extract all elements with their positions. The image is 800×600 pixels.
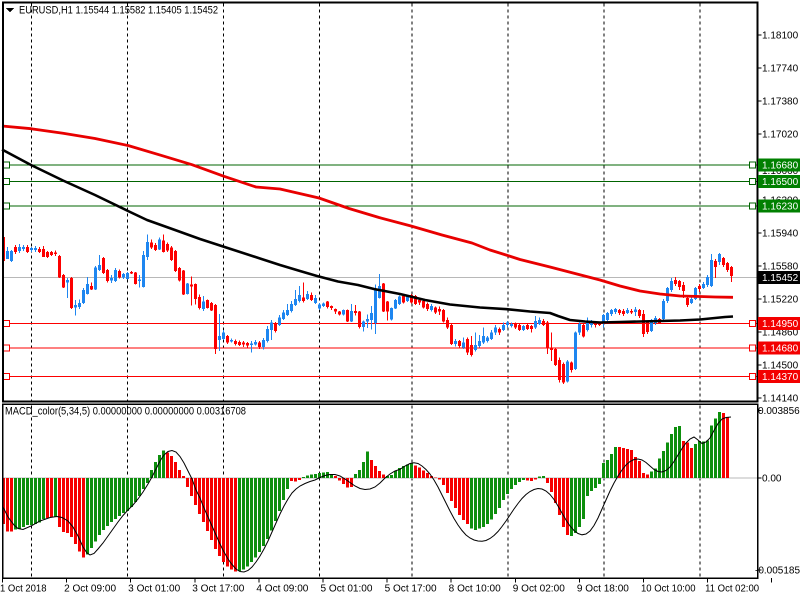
svg-text:1.16500: 1.16500 [762,177,799,188]
svg-text:10 Oct 10:00: 10 Oct 10:00 [641,584,696,595]
svg-text:1.14680: 1.14680 [762,344,799,355]
svg-text:1.14950: 1.14950 [762,319,799,330]
svg-text:1.14500: 1.14500 [762,361,799,372]
svg-text:1.18100: 1.18100 [762,31,799,42]
svg-text:3 Oct 17:00: 3 Oct 17:00 [192,584,244,595]
svg-text:1.15940: 1.15940 [762,229,799,240]
svg-text:1.17020: 1.17020 [762,130,799,141]
svg-text:1.17740: 1.17740 [762,64,799,75]
svg-text:1 Oct 2018: 1 Oct 2018 [0,584,47,595]
svg-text:-0.005185: -0.005185 [755,566,800,577]
svg-text:1.14370: 1.14370 [762,372,799,383]
svg-text:1.14860: 1.14860 [762,328,799,339]
svg-text:1.16230: 1.16230 [762,202,799,213]
svg-text:0.003856: 0.003856 [758,406,800,417]
svg-text:2 Oct 09:00: 2 Oct 09:00 [64,584,116,595]
svg-text:5 Oct 01:00: 5 Oct 01:00 [321,584,373,595]
svg-text:8 Oct 10:00: 8 Oct 10:00 [449,584,501,595]
svg-text:1.16680: 1.16680 [762,161,799,172]
svg-text:1.14140: 1.14140 [762,394,799,405]
svg-text:EURUSD,H1 1.15544 1.15582 1.1: EURUSD,H1 1.15544 1.15582 1.15405 1.1545… [19,5,218,17]
svg-text:1.15452: 1.15452 [762,273,799,284]
svg-text:4 Oct 09:00: 4 Oct 09:00 [256,584,308,595]
svg-text:5 Oct 17:00: 5 Oct 17:00 [385,584,437,595]
svg-text:1.15580: 1.15580 [762,262,799,273]
svg-text:0.00: 0.00 [762,474,782,485]
svg-text:9 Oct 18:00: 9 Oct 18:00 [577,584,629,595]
svg-text:1.17380: 1.17380 [762,97,799,108]
svg-text:1.15220: 1.15220 [762,295,799,306]
svg-text:MACD_color(5,34,5) 0.00000000: MACD_color(5,34,5) 0.00000000 0.00000000… [5,406,246,418]
svg-text:11 Oct 02:00: 11 Oct 02:00 [705,584,759,595]
svg-text:9 Oct 02:00: 9 Oct 02:00 [513,584,565,595]
svg-text:3 Oct 01:00: 3 Oct 01:00 [128,584,180,595]
